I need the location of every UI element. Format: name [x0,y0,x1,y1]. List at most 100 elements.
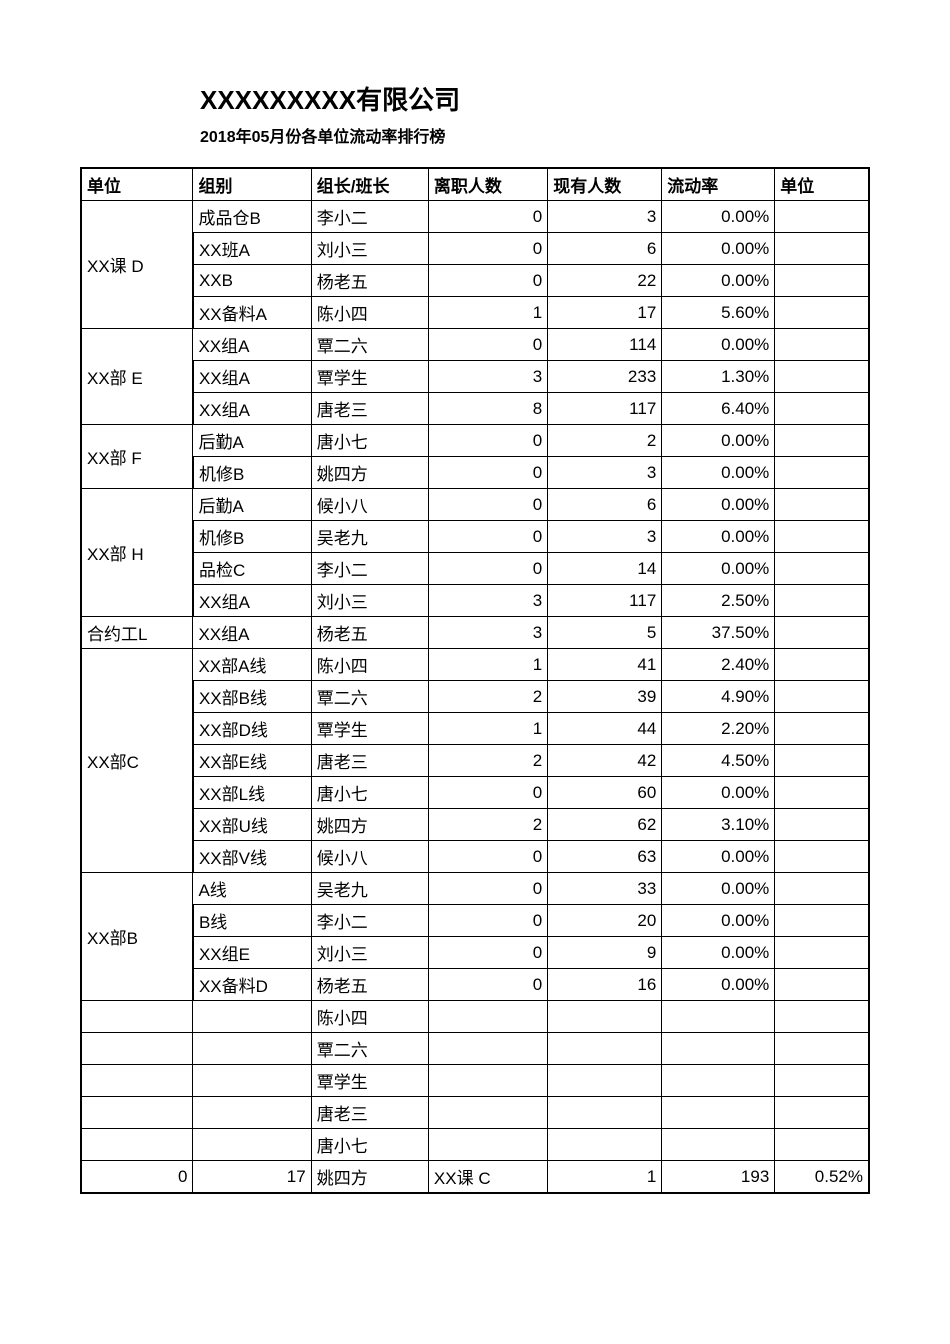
table-row: 017姚四方XX课 C11930.52% [81,1161,869,1194]
leave-cell: 0 [428,873,547,905]
unit2-cell [775,201,869,233]
group-cell: XX组A [193,361,311,393]
leader-cell: 陈小四 [311,297,428,329]
unit2-cell [775,297,869,329]
current-cell: 17 [548,297,662,329]
table-row: XX部 H后勤A候小八060.00% [81,489,869,521]
rate-cell: 0.00% [662,905,775,937]
current-cell: 6 [548,233,662,265]
unit-cell: XX部 F [81,425,193,489]
leader-cell: 唐小七 [311,425,428,457]
current-cell: 42 [548,745,662,777]
group-cell: 成品仓B [193,201,311,233]
rate-cell [662,1129,775,1161]
group-cell [193,1129,311,1161]
leader-cell: 李小二 [311,553,428,585]
leave-cell: 0 [428,489,547,521]
group-cell: XX组A [193,585,311,617]
current-cell: 62 [548,809,662,841]
table-row: 覃二六 [81,1033,869,1065]
header-leave: 离职人数 [428,168,547,201]
leave-cell [428,1129,547,1161]
leave-cell: 3 [428,585,547,617]
current-cell: 3 [548,457,662,489]
group-cell: 品检C [193,553,311,585]
rate-cell: 1.30% [662,361,775,393]
current-cell: 41 [548,649,662,681]
leader-cell: 李小二 [311,201,428,233]
leader-cell: 姚四方 [311,457,428,489]
leave-cell: 0 [428,521,547,553]
leave-cell: 0 [428,841,547,873]
unit2-cell [775,457,869,489]
unit2-cell [775,425,869,457]
leave-cell: 2 [428,681,547,713]
table-row: XX组A覃学生32331.30% [81,361,869,393]
leader-cell: 候小八 [311,841,428,873]
unit2-cell [775,329,869,361]
current-cell: 1 [548,1161,662,1194]
leave-cell: 0 [428,777,547,809]
leader-cell: 刘小三 [311,585,428,617]
leave-cell: 0 [428,905,547,937]
rate-cell: 0.00% [662,873,775,905]
unit-cell: XX部 E [81,329,193,425]
unit2-cell [775,809,869,841]
group-cell: XX组A [193,617,311,649]
group-cell: 后勤A [193,489,311,521]
table-row: 合约工LXX组A杨老五3537.50% [81,617,869,649]
table-row: XX备料D杨老五0160.00% [81,969,869,1001]
leader-cell: 吴老九 [311,873,428,905]
unit2-cell [775,393,869,425]
leader-cell: 覃二六 [311,329,428,361]
unit2-cell [775,1033,869,1065]
group-cell: XX备料D [193,969,311,1001]
group-cell: XX部E线 [193,745,311,777]
unit2-cell [775,585,869,617]
table-row: XX部V线候小八0630.00% [81,841,869,873]
group-cell [193,1033,311,1065]
rate-cell: 2.50% [662,585,775,617]
rate-cell: 0.00% [662,201,775,233]
group-cell: XX部B线 [193,681,311,713]
group-cell: XX组A [193,329,311,361]
table-row: B线李小二0200.00% [81,905,869,937]
rate-cell: 0.00% [662,937,775,969]
unit-cell [81,1129,193,1161]
current-cell [548,1001,662,1033]
unit2-cell [775,265,869,297]
leader-cell: 唐老三 [311,1097,428,1129]
current-cell: 63 [548,841,662,873]
unit2-cell [775,905,869,937]
table-row: XX组A唐老三81176.40% [81,393,869,425]
group-cell: 机修B [193,521,311,553]
leave-cell [428,1001,547,1033]
current-cell: 14 [548,553,662,585]
current-cell: 9 [548,937,662,969]
leader-cell: 唐小七 [311,1129,428,1161]
leave-cell: 2 [428,809,547,841]
rate-cell: 0.00% [662,457,775,489]
current-cell [548,1129,662,1161]
rate-cell [662,1033,775,1065]
leader-cell: 覃学生 [311,1065,428,1097]
table-row: XX组A刘小三31172.50% [81,585,869,617]
current-cell [548,1097,662,1129]
current-cell [548,1033,662,1065]
leave-cell: 1 [428,713,547,745]
leader-cell: 覃学生 [311,361,428,393]
header-leader: 组长/班长 [311,168,428,201]
table-row: 机修B姚四方030.00% [81,457,869,489]
group-cell: 17 [193,1161,311,1194]
group-cell: XX组A [193,393,311,425]
current-cell: 20 [548,905,662,937]
unit2-cell [775,617,869,649]
table-row: XX部BA线吴老九0330.00% [81,873,869,905]
rate-cell: 4.90% [662,681,775,713]
leader-cell: 刘小三 [311,937,428,969]
leader-cell: 覃二六 [311,681,428,713]
leader-cell: 杨老五 [311,969,428,1001]
unit2-cell [775,713,869,745]
group-cell: 机修B [193,457,311,489]
table-row: XX部U线姚四方2623.10% [81,809,869,841]
